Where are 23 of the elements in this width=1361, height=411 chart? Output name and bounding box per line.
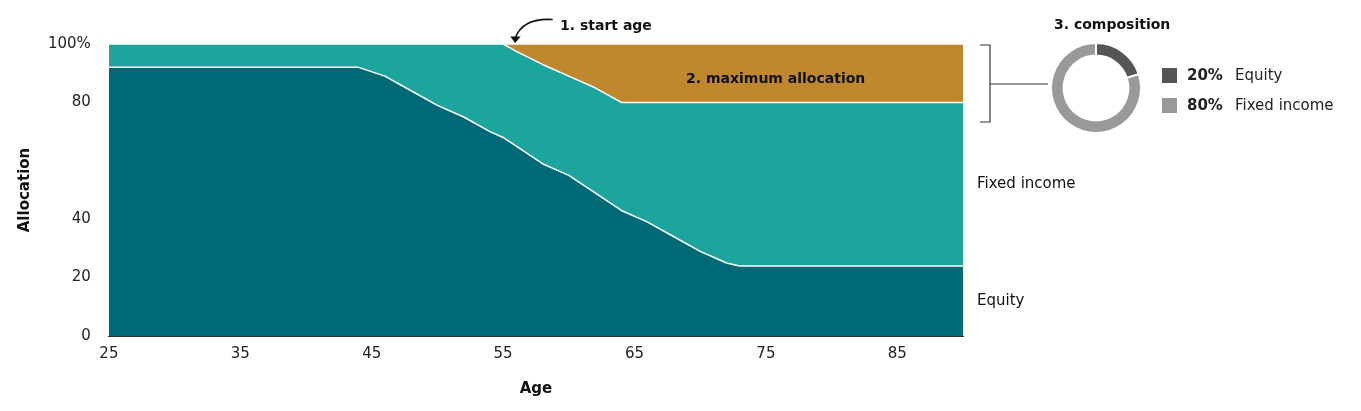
chart-title: 3. composition [1054,16,1171,32]
y-tick-label: 0 [81,325,91,344]
x-tick-label: 85 [887,343,907,362]
slice-label: Fixed income [1235,96,1334,114]
y-tick-label: 80 [71,92,91,111]
y-axis-title: Allocation [14,147,33,233]
text: 1. start age [560,16,652,33]
x-tick-label: 25 [99,343,119,362]
slice-label: Equity [1235,66,1283,84]
data-label: 80% [1187,96,1224,114]
y-tick-label: 40 [71,209,91,228]
annotation: 2. maximum allocation [686,69,866,86]
series-label: Fixed income [977,174,1076,193]
x-axis-title: Age [519,378,553,397]
y-tick-label: 20 [71,267,91,286]
x-tick-label: 45 [362,343,382,362]
x-tick-label: 55 [493,343,513,362]
x-tick-label: 75 [756,343,776,362]
y-tick-label: 100% [47,33,91,52]
data-label: 20% [1187,66,1224,84]
x-tick-label: 65 [624,343,645,362]
x-tick-label: 35 [230,343,250,362]
series-label: Equity [977,290,1025,309]
